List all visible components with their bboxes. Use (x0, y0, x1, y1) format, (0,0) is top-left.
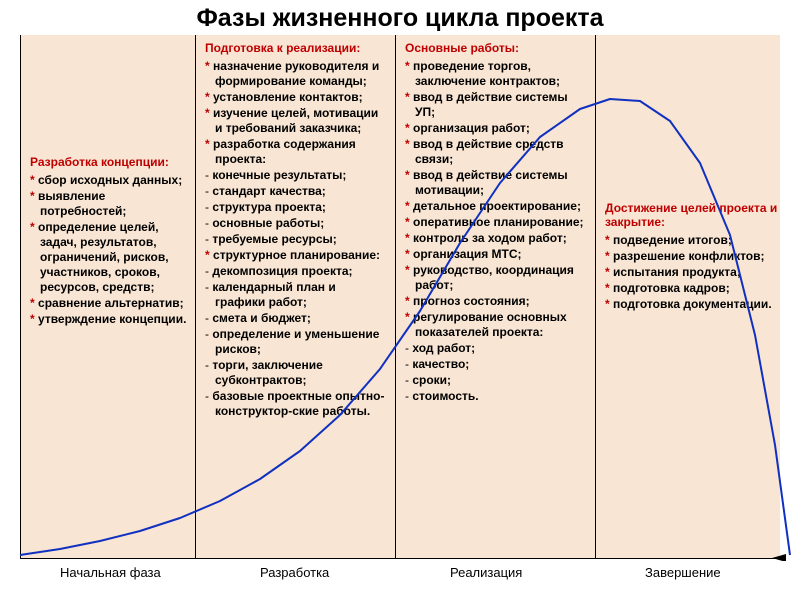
list-item: испытания продукта; (605, 265, 792, 280)
list-item: базовые проектные опытно-конструктор-ски… (205, 389, 387, 419)
list-item: ввод в действие системы УП; (405, 90, 587, 120)
x-axis-labels: Начальная фаза Разработка Реализация Заверш… (0, 559, 800, 581)
list-item: подготовка кадров; (605, 281, 792, 296)
list-item: назначение руководителя и формирование к… (205, 59, 387, 89)
list-item: стоимость. (405, 389, 587, 404)
list-item: оперативное планирование; (405, 215, 587, 230)
x-axis-label: Реализация (450, 565, 522, 580)
page-title: Фазы жизненного цикла проекта (0, 0, 800, 35)
column-header: Основные работы: (405, 41, 587, 55)
list-item: сравнение альтернатив; (30, 296, 187, 311)
list-item: проведение торгов, заключение контрактов… (405, 59, 587, 89)
phase-column: Разработка концепции: сбор исходных данны… (20, 35, 195, 334)
phase-column: Подготовка к реализации: назначение руков… (195, 35, 395, 426)
list-item: контроль за ходом работ; (405, 231, 587, 246)
list-item: ход работ; (405, 341, 587, 356)
column-header: Подготовка к реализации: (205, 41, 387, 55)
x-axis-label: Разработка (260, 565, 329, 580)
list-item: ввод в действие системы мотивации; (405, 168, 587, 198)
list-item: структурное планирование: (205, 248, 387, 263)
list-item: регулирование основных показателей проек… (405, 310, 587, 340)
lifecycle-chart: Разработка концепции: сбор исходных данны… (0, 35, 800, 559)
list-item: изучение целей, мотивации и требований з… (205, 106, 387, 136)
list-item: качество; (405, 357, 587, 372)
list-item: стандарт качества; (205, 184, 387, 199)
list-item: подведение итогов; (605, 233, 792, 248)
list-item: прогноз состояния; (405, 294, 587, 309)
list-item: ввод в действие средств связи; (405, 137, 587, 167)
list-item: календарный план и графики работ; (205, 280, 387, 310)
list-item: установление контактов; (205, 90, 387, 105)
list-item: разработка содержания проекта: (205, 137, 387, 167)
phase-column: Основные работы: проведение торгов, заклю… (395, 35, 595, 411)
x-axis-label: Завершение (645, 565, 721, 580)
list-item: определение целей, задач, результатов, о… (30, 220, 187, 295)
list-item: структура проекта; (205, 200, 387, 215)
column-header: Разработка концепции: (30, 155, 187, 169)
list-item: сроки; (405, 373, 587, 388)
list-item: выявление потребностей; (30, 189, 187, 219)
list-item: конечные результаты; (205, 168, 387, 183)
list-item: разрешение конфликтов; (605, 249, 792, 264)
column-header: Достижение целей проекта и закрытие: (605, 201, 792, 229)
phase-column: Достижение целей проекта и закрытие: подв… (595, 35, 800, 319)
list-item: руководство, координация работ; (405, 263, 587, 293)
list-item: детальное проектирование; (405, 199, 587, 214)
list-item: определение и уменьшение рисков; (205, 327, 387, 357)
list-item: декомпозиция проекта; (205, 264, 387, 279)
list-item: организация работ; (405, 121, 587, 136)
list-item: основные работы; (205, 216, 387, 231)
x-axis-label: Начальная фаза (60, 565, 161, 580)
list-item: организация МТС; (405, 247, 587, 262)
list-item: торги, заключение субконтрактов; (205, 358, 387, 388)
list-item: утверждение концепции. (30, 312, 187, 327)
list-item: подготовка документации. (605, 297, 792, 312)
list-item: требуемые ресурсы; (205, 232, 387, 247)
list-item: сбор исходных данных; (30, 173, 187, 188)
list-item: смета и бюджет; (205, 311, 387, 326)
